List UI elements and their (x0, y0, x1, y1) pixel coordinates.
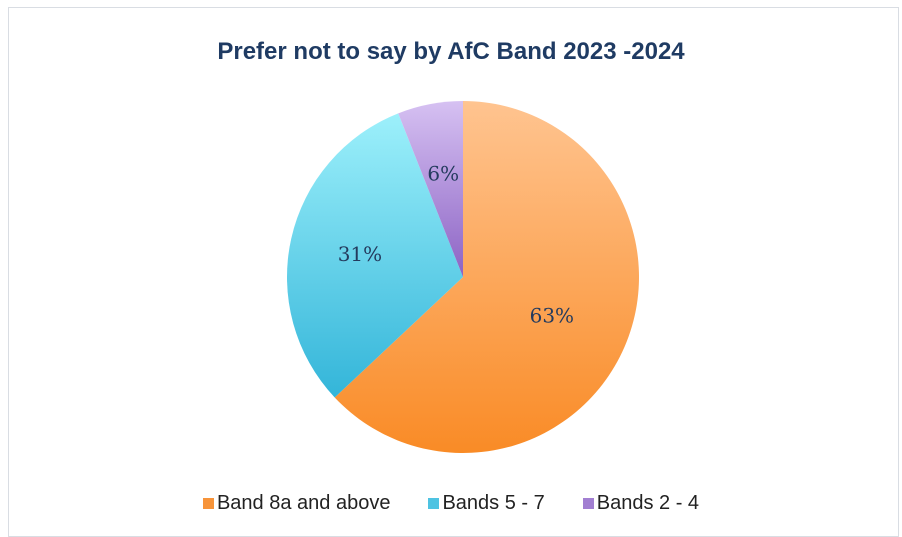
legend-swatch (582, 498, 594, 509)
data-label: 31% (338, 242, 382, 266)
pie-slice (286, 113, 463, 398)
legend-swatch (428, 498, 440, 509)
legend-label: Bands 5 - 7 (442, 492, 545, 514)
legend: Band 8a and above Bands 5 - 7 Bands 2 - … (0, 492, 902, 515)
legend-item: Bands 2 - 4 (582, 492, 700, 515)
pie-slice (398, 101, 463, 277)
pie-slice (334, 101, 639, 453)
legend-label: Bands 2 - 4 (596, 492, 700, 514)
chart-title: Prefer not to say by AfC Band 2023 -2024 (217, 38, 685, 65)
legend-item: Band 8a and above (202, 492, 391, 515)
legend-swatch (202, 498, 214, 509)
data-label: 63% (530, 303, 574, 327)
legend-label: Band 8a and above (216, 492, 391, 514)
legend-item: Bands 5 - 7 (428, 492, 545, 515)
data-label: 6% (427, 161, 459, 185)
